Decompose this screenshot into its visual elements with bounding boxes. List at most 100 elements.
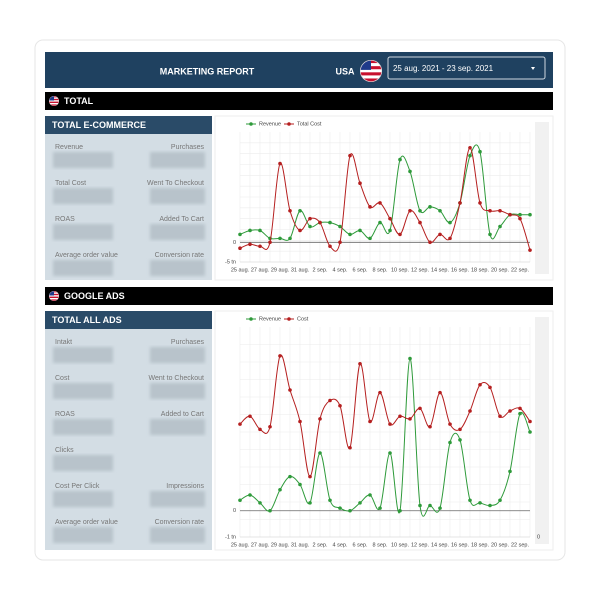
data-point (508, 212, 512, 217)
data-point (408, 208, 412, 213)
x-tick-label: 22 sep. (511, 267, 530, 273)
metric-label: Went To Checkout (147, 180, 204, 187)
data-point (338, 403, 342, 408)
data-point (428, 503, 432, 508)
x-tick-label: 10 sep. (391, 542, 410, 548)
data-point (428, 205, 432, 209)
metric-value-blurred (53, 347, 113, 363)
metric-value-blurred (53, 224, 113, 240)
legend-label: Revenue (259, 121, 281, 127)
data-point (388, 451, 392, 455)
data-point (348, 445, 352, 450)
data-point (438, 506, 442, 510)
data-point (468, 409, 472, 413)
data-point (408, 356, 412, 361)
data-point (468, 145, 472, 150)
metric-value-blurred (53, 188, 113, 204)
data-point (278, 236, 282, 241)
metric-value-blurred (53, 491, 113, 507)
x-tick-label: 22 sep. (511, 542, 530, 548)
x-tick-label: 10 sep. (391, 267, 410, 273)
data-point (358, 228, 362, 233)
data-point (248, 493, 252, 497)
data-point (438, 208, 442, 213)
x-tick-label: 25 aug. (231, 542, 250, 548)
metric-value-blurred (53, 419, 113, 435)
date-range[interactable]: 25 aug. 2021 - 23 sep. 2021 (393, 64, 494, 73)
legend-dot (287, 317, 291, 321)
data-point (418, 220, 422, 225)
data-point (478, 149, 482, 154)
legend-dot (249, 122, 253, 126)
metric-label: ROAS (55, 216, 75, 223)
data-point (428, 240, 432, 245)
data-point (398, 508, 402, 513)
data-point (448, 440, 452, 445)
metric-value-blurred (150, 491, 205, 507)
data-point (458, 201, 462, 205)
data-point (338, 224, 342, 229)
data-point (398, 414, 402, 419)
data-point (328, 244, 332, 249)
section-title: TOTAL (64, 96, 94, 106)
date-picker[interactable] (387, 56, 546, 80)
data-point (528, 212, 532, 217)
data-point (328, 398, 332, 403)
y2-tick-label: 0 (537, 534, 540, 540)
data-point (518, 212, 522, 217)
flag-icon (49, 96, 59, 106)
x-tick-label: 31 aug. (291, 267, 310, 273)
metric-value-blurred (150, 383, 205, 399)
data-point (298, 419, 302, 424)
metric-value-blurred (150, 188, 205, 204)
x-tick-label: 25 aug. (231, 267, 250, 273)
flag-icon (360, 60, 382, 82)
x-tick-label: 2 sep. (313, 542, 328, 548)
data-point (468, 153, 472, 158)
metric-value-blurred (150, 347, 205, 363)
data-point (248, 242, 252, 247)
data-point (258, 244, 262, 249)
flag-icon (49, 291, 59, 301)
x-tick-label: 12 sep. (411, 542, 430, 548)
dropdown-caret (531, 67, 535, 70)
data-point (368, 236, 372, 241)
metric-label: Purchases (171, 144, 205, 151)
data-point (308, 474, 312, 479)
x-tick-label: 16 sep. (451, 267, 470, 273)
data-point (338, 506, 342, 510)
x-tick-label: 2 sep. (313, 267, 328, 273)
metric-label: ROAS (55, 411, 75, 418)
data-point (248, 414, 252, 419)
x-tick-label: 29 aug. (271, 267, 290, 273)
metric-value-blurred (150, 260, 205, 276)
data-point (448, 422, 452, 426)
data-point (458, 427, 462, 432)
data-point (388, 228, 392, 233)
metric-label: Average order value (55, 252, 118, 259)
x-tick-label: 27 aug. (251, 542, 270, 548)
legend-label: Total Cost (297, 121, 322, 127)
data-point (308, 501, 312, 505)
data-point (328, 498, 332, 503)
y-tick-label: 0 (233, 508, 236, 514)
x-tick-label: 27 aug. (251, 267, 270, 273)
data-point (478, 382, 482, 387)
data-point (288, 388, 292, 392)
data-point (298, 208, 302, 213)
x-tick-label: 6 sep. (353, 542, 368, 548)
data-point (238, 422, 242, 426)
data-point (268, 424, 272, 429)
data-point (288, 474, 292, 479)
data-point (318, 220, 322, 225)
data-point (528, 419, 532, 424)
metric-label: Revenue (55, 144, 83, 151)
data-point (328, 220, 332, 225)
data-point (498, 498, 502, 503)
metric-label: Added To Cart (159, 216, 204, 223)
data-point (268, 240, 272, 245)
data-point (298, 482, 302, 487)
data-point (368, 493, 372, 497)
x-tick-label: 29 aug. (271, 542, 290, 548)
